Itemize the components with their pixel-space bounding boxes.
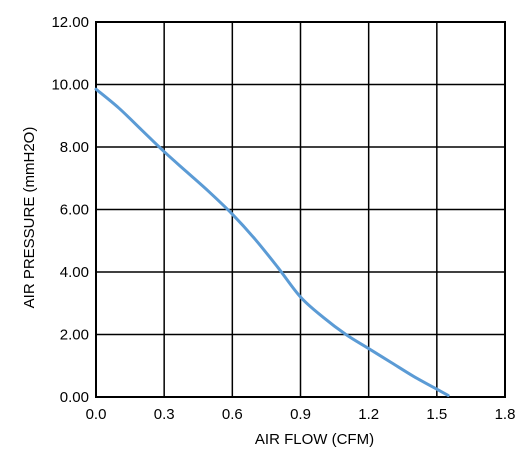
x-tick-label: 1.5 [426,406,447,423]
y-tick-label: 12.00 [51,14,89,31]
y-tick-label: 4.00 [60,264,89,281]
x-tick-label: 0.6 [222,406,243,423]
x-tick-label: 1.2 [358,406,379,423]
y-tick-label: 6.00 [60,202,89,219]
data-series [94,87,450,397]
y-axis-title: AIR PRESSURE (mmH2O) [21,127,38,309]
y-tick-label: 2.00 [60,327,89,344]
y-tick-label: 8.00 [60,139,89,156]
x-tick-label: 0.3 [154,406,175,423]
y-tick-labels: 0.00 2.00 4.00 6.00 8.00 10.00 12.00 [51,14,89,406]
x-axis-title: AIR FLOW (CFM) [255,431,374,448]
x-tick-label: 0.9 [290,406,311,423]
pressure-flow-curve [94,87,450,397]
grid-lines [96,22,505,397]
x-tick-label: 0.0 [86,406,107,423]
y-tick-label: 10.00 [51,77,89,94]
y-tick-label: 0.00 [60,389,89,406]
x-tick-labels: 0.0 0.3 0.6 0.9 1.2 1.5 1.8 [86,406,516,423]
x-tick-label: 1.8 [495,406,516,423]
plot-frame [95,21,506,398]
